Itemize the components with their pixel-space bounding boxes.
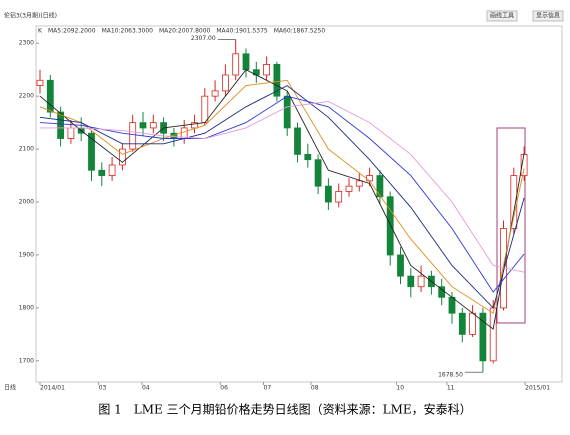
candle-body [46, 79, 54, 113]
candle-body [211, 90, 219, 97]
candle-body [98, 169, 106, 176]
candle-body [242, 53, 250, 71]
y-tick-label: 2300 [19, 40, 34, 47]
ma-line [39, 69, 525, 330]
candle-body [283, 95, 291, 129]
candle-body [149, 122, 157, 129]
y-tick-label: 2100 [19, 146, 34, 153]
candle-body [57, 111, 64, 139]
candle-body [108, 164, 116, 176]
toolbar-label[interactable]: 显示信息 [536, 12, 560, 20]
ma-line [39, 79, 525, 314]
candle-body [376, 175, 384, 198]
y-tick-label: 1700 [19, 357, 34, 364]
ma-line [39, 95, 525, 293]
highlight-box [496, 127, 526, 324]
x-tick-label: 08 [311, 385, 319, 392]
y-tick-label: 1900 [19, 251, 34, 258]
legend-entry: MA10:2063.3000 [102, 28, 154, 35]
candle-body [448, 296, 456, 314]
ma-line [40, 101, 525, 273]
toolbar-label[interactable]: 画线工具 [490, 12, 514, 20]
candle-body [469, 312, 477, 335]
x-tick-label: 2015/01 [525, 385, 550, 392]
legend-prefix: K [38, 28, 43, 35]
candle-body [366, 175, 374, 182]
chart-title: 伦铝3(3月期)(日线) [4, 12, 57, 20]
y-tick-label: 2200 [19, 93, 34, 100]
candle-body [314, 159, 322, 187]
candle-body [88, 132, 95, 171]
candle-body [324, 185, 332, 203]
candle-body [67, 127, 75, 139]
legend-entry: MA40:1901.5375 [216, 28, 268, 35]
x-tick-label: 2014/01 [40, 385, 65, 392]
annotation: 1678.50 [438, 372, 463, 379]
x-tick-label: 04 [142, 385, 150, 392]
candle-body [294, 127, 301, 155]
candle-body [397, 254, 404, 277]
annotation: 2307.00 [191, 35, 216, 42]
candle-body [201, 95, 209, 124]
candle-body [479, 312, 487, 362]
candle-body [232, 53, 240, 76]
x-axis-label: 日线 [4, 384, 16, 392]
candle-body [273, 64, 281, 97]
toolbar-button[interactable] [532, 10, 564, 22]
candle-body [191, 122, 198, 129]
ma-line [39, 85, 525, 309]
caption: 图 1 LME 三个月期铅价格走势日线图（资料来源：LME，安泰科） [98, 402, 471, 417]
x-tick-label: 07 [264, 385, 272, 392]
candle-body [304, 153, 312, 161]
candle-body [335, 191, 343, 203]
candle-body [119, 148, 126, 166]
legend-entry: MA60:1867.5250 [274, 28, 326, 35]
candle-body [386, 196, 394, 256]
candle-body [438, 286, 446, 298]
candle-body [36, 79, 44, 86]
legend-entry: MA20:2007.8000 [159, 28, 211, 35]
y-tick-label: 1800 [19, 304, 34, 311]
y-tick-label: 2000 [19, 199, 34, 206]
toolbar-button[interactable] [486, 10, 518, 22]
candle-body [129, 122, 137, 150]
candle-body [139, 122, 147, 129]
x-tick-label: 06 [220, 385, 228, 392]
candle-body [458, 312, 466, 335]
candle-body [263, 64, 271, 76]
candle-body [407, 275, 415, 288]
x-tick-label: 10 [396, 385, 404, 392]
legend-entry: MA5:2092.2000 [48, 28, 96, 35]
candle-body [417, 275, 425, 288]
candle-body [345, 185, 353, 192]
candle-body [221, 74, 229, 92]
x-tick-label: 11 [447, 385, 455, 392]
x-tick-label: 03 [99, 385, 107, 392]
candle-body [355, 180, 363, 187]
